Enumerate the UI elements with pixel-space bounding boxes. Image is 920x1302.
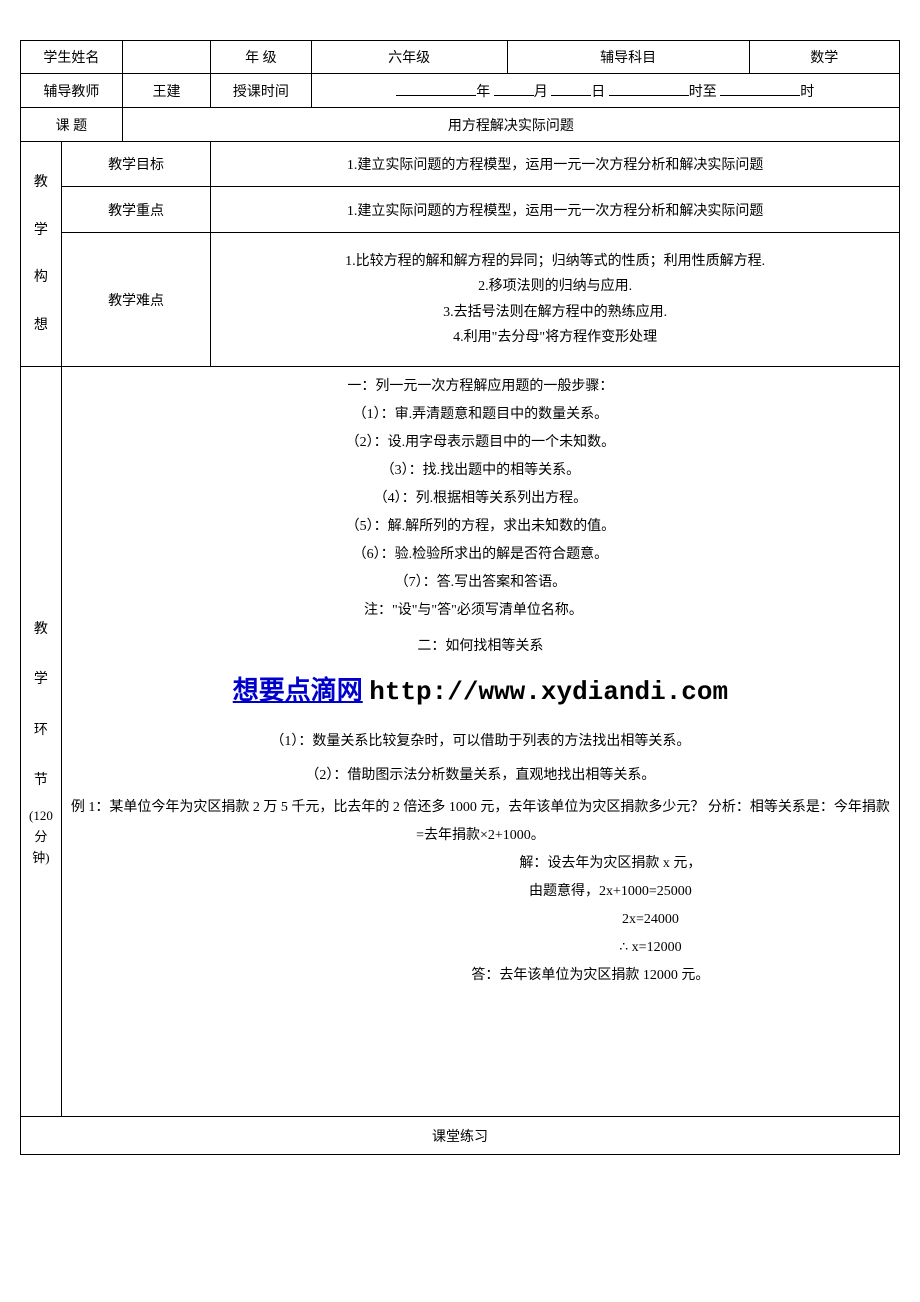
step-5: （5）：解.解所列的方程，求出未知数的值。 — [70, 513, 891, 541]
sidebar-char-4: 想 — [29, 309, 53, 343]
step-7: （7）：答.写出答案和答语。 — [70, 569, 891, 597]
diff-line-4: 4.利用"去分母"将方程作变形处理 — [219, 325, 891, 350]
diff-line-2: 2.移项法则的归纳与应用. — [219, 274, 891, 299]
step-4: （4）：列.根据相等关系列出方程。 — [70, 485, 891, 513]
sol-3: 2x=24000 — [410, 906, 891, 934]
student-name-label: 学生姓名 — [21, 41, 123, 74]
blank-space — [70, 990, 891, 1110]
from-char: 时至 — [689, 85, 717, 100]
to-char: 时 — [800, 85, 814, 100]
goal-text: 1.建立实际问题的方程模型，运用一元一次方程分析和解决实际问题 — [211, 142, 900, 187]
student-name-value — [122, 41, 210, 74]
day-char: 日 — [591, 85, 605, 100]
diff-label: 教学难点 — [61, 232, 210, 367]
header-row-2: 辅导教师 王建 授课时间 年 月 日 时至 时 — [21, 74, 900, 108]
teacher-value: 王建 — [122, 74, 210, 108]
note: 注："设"与"答"必须写清单位名称。 — [56, 597, 891, 625]
year-field — [396, 80, 476, 96]
diff-text: 1.比较方程的解和解方程的异同；归纳等式的性质；利用性质解方程. 2.移项法则的… — [211, 232, 900, 367]
key-label: 教学重点 — [61, 187, 210, 232]
to-field — [720, 80, 800, 96]
year-char: 年 — [476, 85, 490, 100]
sol-2: 由题意得，2x+1000=25000 — [330, 878, 891, 906]
step-1: （1）：审.弄清题意和题目中的数量关系。 — [70, 401, 891, 429]
month-field — [494, 80, 534, 96]
plan-sidebar: 教 学 构 想 — [21, 142, 62, 367]
session-char-2: 学 — [29, 669, 53, 691]
sidebar-char-3: 构 — [29, 261, 53, 295]
sidebar-char-2: 学 — [29, 214, 53, 248]
grade-value: 六年级 — [311, 41, 507, 74]
session-char-1: 教 — [29, 619, 53, 641]
goal-row: 教 学 构 想 教学目标 1.建立实际问题的方程模型，运用一元一次方程分析和解决… — [21, 142, 900, 187]
practice-row: 课堂练习 — [21, 1117, 900, 1155]
key-row: 教学重点 1.建立实际问题的方程模型，运用一元一次方程分析和解决实际问题 — [21, 187, 900, 232]
watermark: 想要点滴网 http://www.xydiandi.com — [70, 665, 891, 718]
sol-5: 答：去年该单位为灾区捐款 12000 元。 — [290, 962, 891, 990]
from-field — [609, 80, 689, 96]
sol-4: ∴ x=12000 — [410, 934, 891, 962]
topic-value: 用方程解决实际问题 — [122, 108, 899, 142]
content-row: 教 学 环 节 (120分钟) 一：列一元一次方程解应用题的一般步骤： （1）：… — [21, 367, 900, 1117]
month-char: 月 — [534, 85, 548, 100]
diff-line-3: 3.去括号法则在解方程中的熟练应用. — [219, 300, 891, 325]
session-sidebar: 教 学 环 节 (120分钟) — [21, 367, 62, 1117]
step-3: （3）：找.找出题中的相等关系。 — [70, 457, 891, 485]
content-body: 一：列一元一次方程解应用题的一般步骤： （1）：审.弄清题意和题目中的数量关系。… — [61, 367, 899, 1117]
key-text: 1.建立实际问题的方程模型，运用一元一次方程分析和解决实际问题 — [211, 187, 900, 232]
example-intro: 例 1：某单位今年为灾区捐款 2 万 5 千元，比去年的 2 倍还多 1000 … — [70, 794, 891, 850]
watermark-link[interactable]: 想要点滴网 — [233, 676, 363, 705]
step-6: （6）：验.检验所求出的解是否符合题意。 — [70, 541, 891, 569]
section1-title: 一：列一元一次方程解应用题的一般步骤： — [70, 373, 891, 401]
lesson-plan-table: 学生姓名 年 级 六年级 辅导科目 数学 辅导教师 王建 授课时间 年 月 日 … — [20, 40, 900, 1155]
topic-row: 课 题 用方程解决实际问题 — [21, 108, 900, 142]
diff-line-1: 1.比较方程的解和解方程的异同；归纳等式的性质；利用性质解方程. — [219, 249, 891, 274]
grade-label: 年 级 — [211, 41, 311, 74]
subject-value: 数学 — [749, 41, 899, 74]
step-2: （2）：设.用字母表示题目中的一个未知数。 — [70, 429, 891, 457]
session-char-4: 节 — [29, 770, 53, 792]
practice-label: 课堂练习 — [21, 1117, 900, 1155]
sol-1: 解：设去年为灾区捐款 x 元， — [330, 850, 891, 878]
class-time-value: 年 月 日 时至 时 — [311, 74, 899, 108]
diff-row: 教学难点 1.比较方程的解和解方程的异同；归纳等式的性质；利用性质解方程. 2.… — [21, 232, 900, 367]
subject-label: 辅导科目 — [507, 41, 749, 74]
sidebar-char-1: 教 — [29, 166, 53, 200]
watermark-url: http://www.xydiandi.com — [369, 677, 728, 707]
header-row-1: 学生姓名 年 级 六年级 辅导科目 数学 — [21, 41, 900, 74]
day-field — [551, 80, 591, 96]
tip-1: （1）：数量关系比较复杂时，可以借助于列表的方法找出相等关系。 — [70, 728, 891, 756]
session-char-3: 环 — [29, 720, 53, 742]
tip-2: （2）：借助图示法分析数量关系，直观地找出相等关系。 — [70, 762, 891, 790]
session-time: (120分钟) — [29, 806, 53, 868]
class-time-label: 授课时间 — [211, 74, 311, 108]
teacher-label: 辅导教师 — [21, 74, 123, 108]
goal-label: 教学目标 — [61, 142, 210, 187]
topic-label: 课 题 — [21, 108, 123, 142]
section2-title: 二：如何找相等关系 — [70, 633, 891, 661]
